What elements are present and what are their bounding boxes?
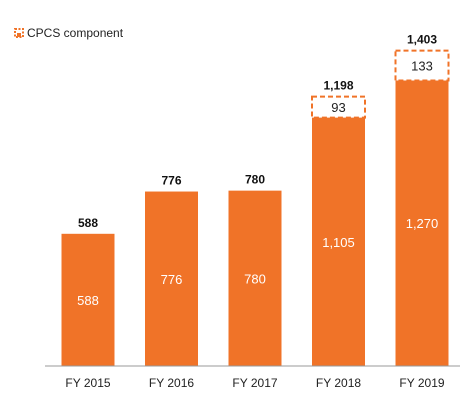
legend-label: CPCS component [27,26,124,40]
x-tick-label: FY 2017 [232,376,277,390]
bar-base-label: 776 [161,272,183,287]
x-tick-label: FY 2015 [65,376,110,390]
bar-base-label: 588 [77,293,99,308]
bar-base [395,80,449,366]
legend-swatch-icon [14,28,24,38]
bars-group: 588 588 776 776 780 780 1,105 93 1,198 1,270 133 1,… [61,33,450,366]
bar-base-label: 1,270 [406,216,439,231]
bar-cpcs-label: 133 [411,59,433,74]
bar-base [228,190,282,366]
x-tick-label: FY 2018 [316,376,361,390]
bar-base [145,191,198,366]
x-axis-ticks: FY 2015 FY 2016 FY 2017 FY 2018 FY 2019 [65,376,444,390]
bar-base [312,117,365,366]
x-tick-label: FY 2016 [149,376,194,390]
bar-base-label: 1,105 [322,235,355,250]
bar-total-label: 1,198 [323,79,353,93]
legend: CPCS component [14,26,124,40]
bar-total-label: 588 [78,216,98,230]
bar-cpcs-segment [311,95,366,119]
bar-base-label: 780 [244,271,266,286]
bar-total-label: 776 [161,174,181,188]
bar-cpcs-label: 93 [331,100,345,115]
bar-base [61,233,115,366]
bar-total-label: 780 [245,173,265,187]
x-tick-label: FY 2019 [399,376,444,390]
bar-cpcs-segment [394,49,450,82]
bar-total-label: 1,403 [407,33,437,47]
